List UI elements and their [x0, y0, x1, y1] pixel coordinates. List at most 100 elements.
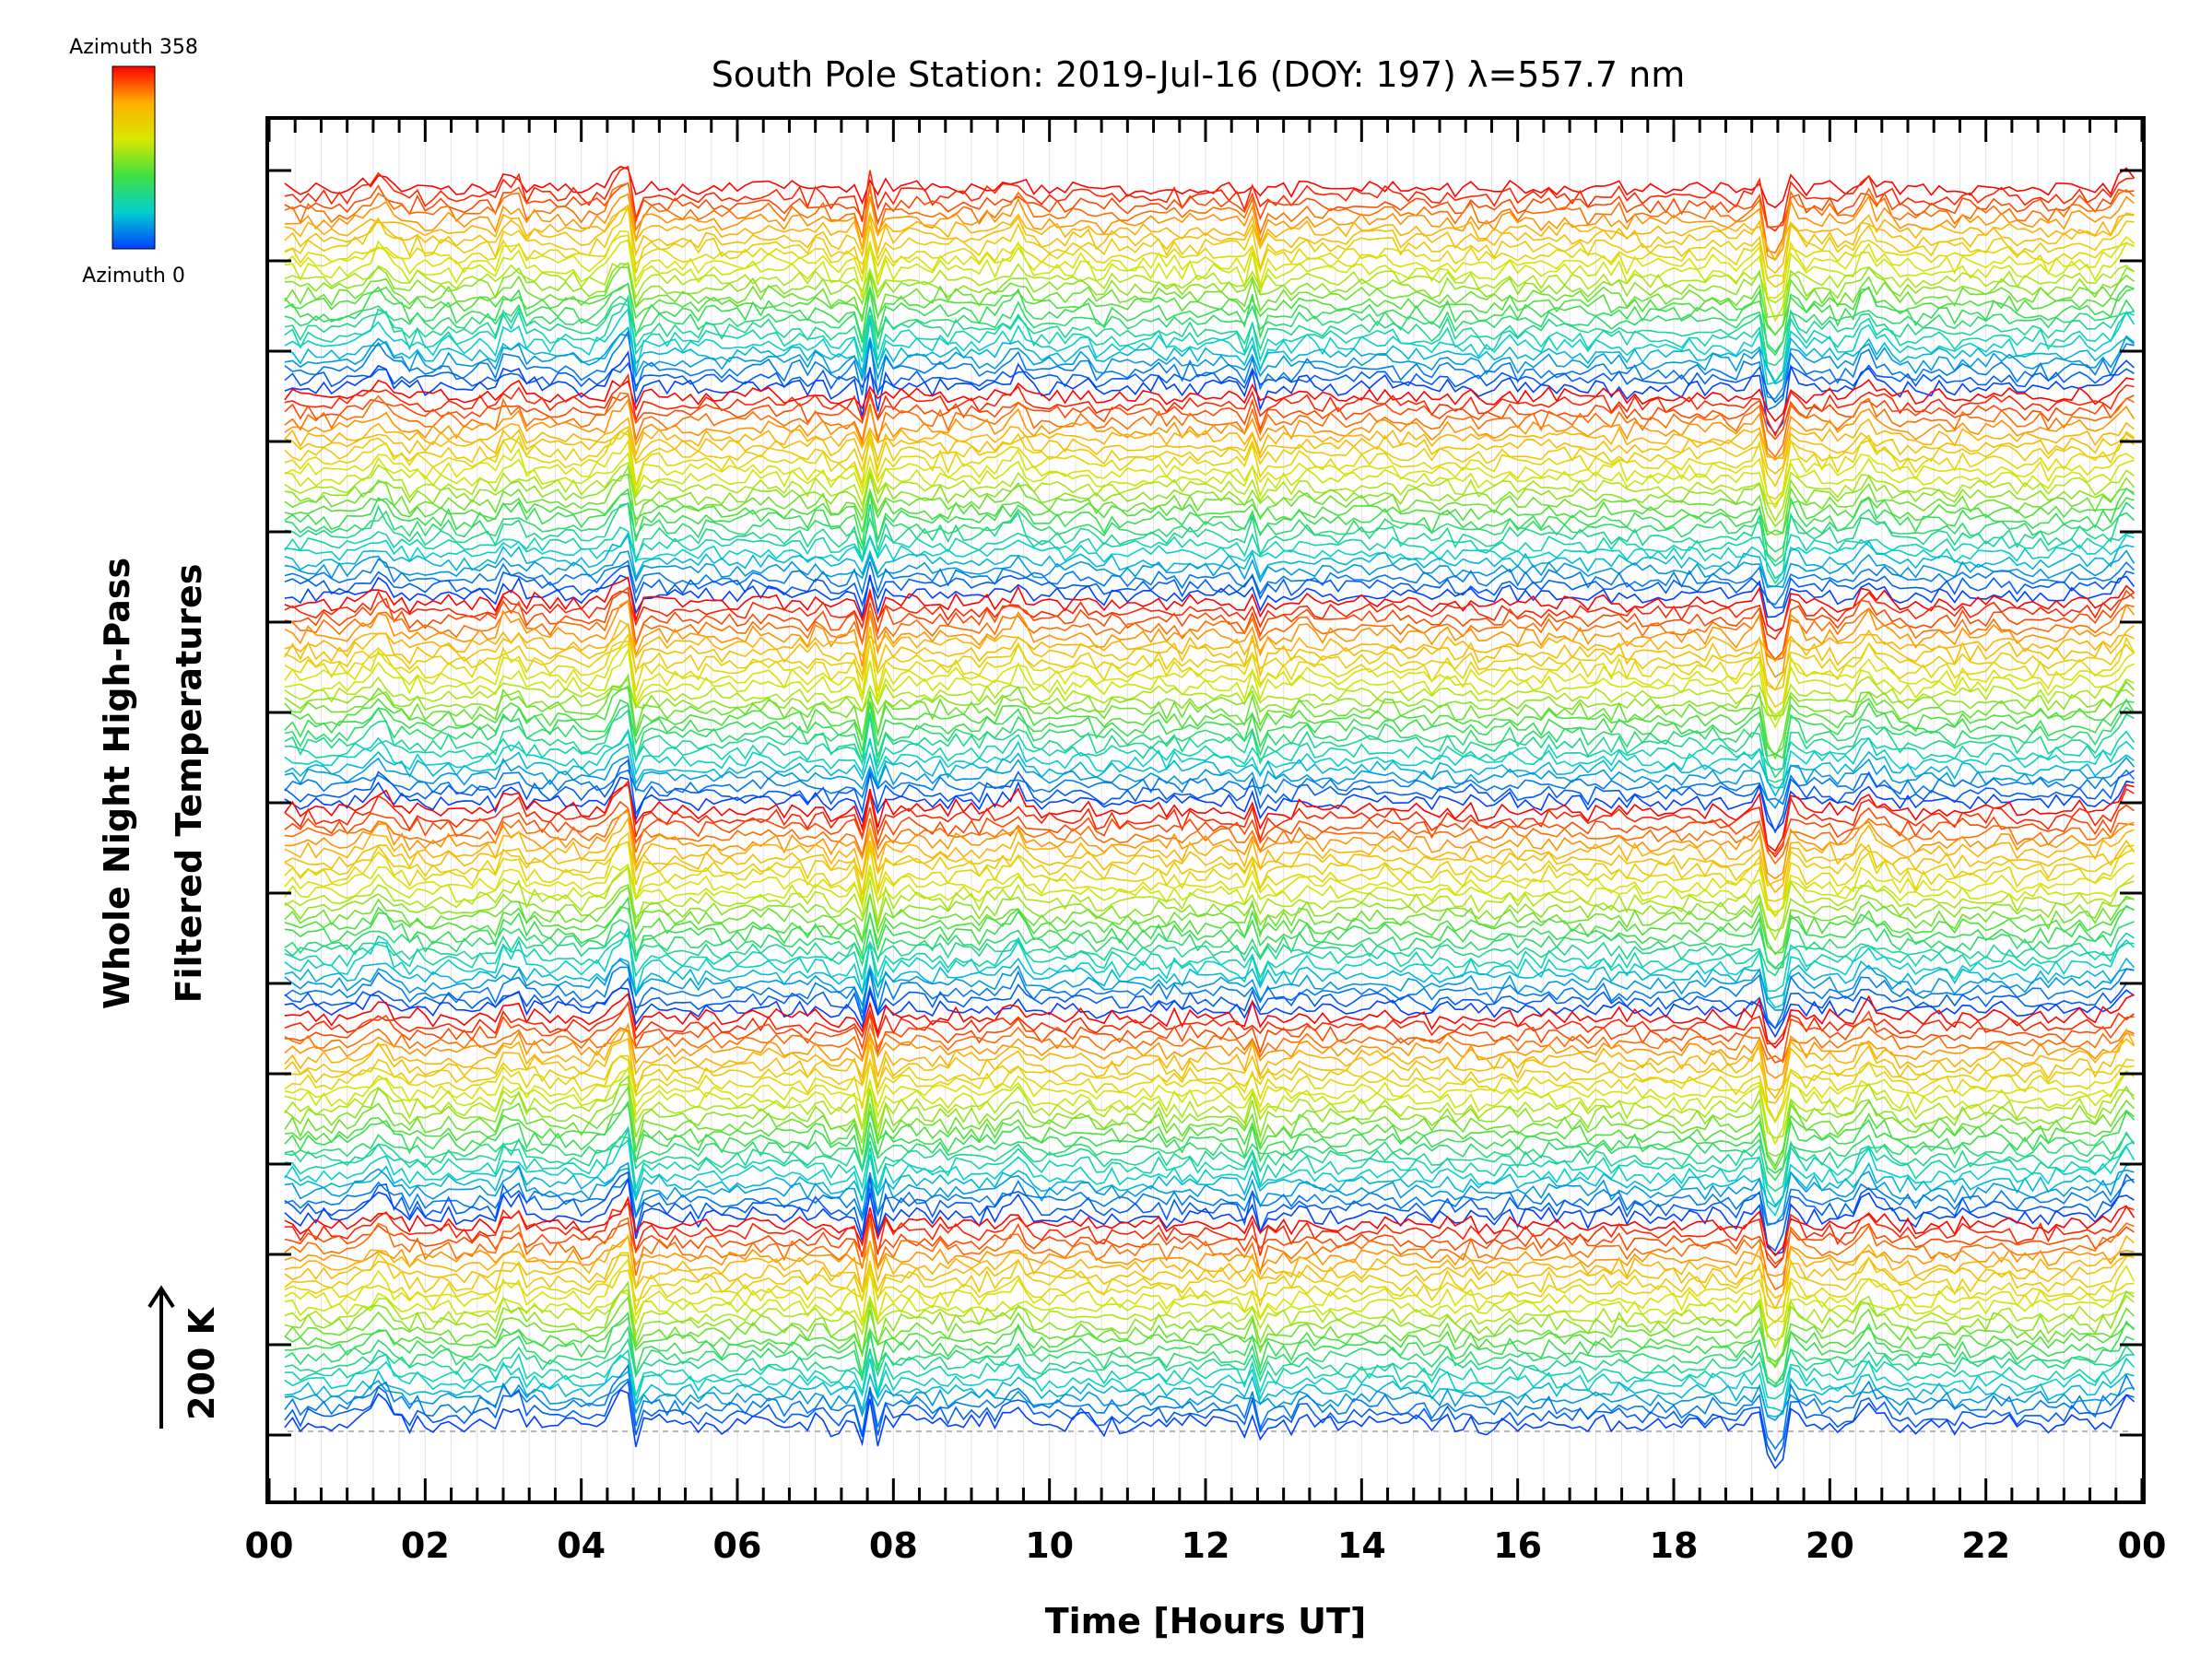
trace-line: [284, 393, 2135, 441]
trace-line: [284, 977, 2135, 1030]
trace-line: [284, 526, 2135, 567]
trace-line: [284, 622, 2135, 663]
trace-line: [284, 1235, 2135, 1277]
x-tick-label: 14: [1337, 1525, 1386, 1566]
trace-line: [284, 1324, 2135, 1387]
trace-line: [284, 263, 2135, 319]
trace-line: [284, 372, 2135, 438]
trace-line: [284, 886, 2135, 956]
trace-line: [284, 1370, 2135, 1418]
trace-line: [284, 1068, 2135, 1124]
trace-line: [284, 599, 2135, 662]
trace-line: [284, 755, 2136, 810]
y-axis-label-line1: Whole Night High-Pass: [97, 558, 137, 1009]
x-tick-labels: 00 02 04 06 08 10 12 14 16 18 20 22 00: [245, 1525, 2167, 1566]
trace-line: [284, 1348, 2135, 1400]
scale-arrow: [147, 1285, 175, 1429]
trace-line: [284, 329, 2135, 411]
trace-line: [284, 619, 2135, 691]
trace-line: [284, 759, 2135, 834]
trace-line: [284, 229, 2136, 300]
trace-line: [284, 429, 2135, 500]
trace-line: [284, 1257, 2136, 1349]
trace-line: [284, 932, 2135, 992]
y-axis-label-line2: Filtered Temperatures: [169, 564, 209, 1004]
trace-line: [284, 957, 2136, 1000]
trace-line: [284, 1022, 2135, 1079]
trace-line: [284, 1337, 2136, 1388]
trace-line: [284, 361, 2135, 404]
chart-title: South Pole Station: 2019-Jul-16 (DOY: 19…: [712, 54, 1686, 95]
trace-line: [284, 1354, 2136, 1413]
trace-line: [284, 703, 2135, 779]
trace-line: [284, 776, 2135, 832]
trace-line: [284, 862, 2135, 916]
trace-line: [284, 809, 2135, 880]
scale-bar-label: 200 K: [182, 1306, 222, 1420]
trace-line: [284, 1291, 2135, 1330]
trace-line: [284, 531, 2135, 580]
trace-line: [284, 295, 2136, 354]
trace-line: [284, 1388, 2136, 1470]
trace-line: [284, 461, 2135, 523]
trace-line: [284, 464, 2136, 528]
trace-line: [284, 392, 2135, 459]
trace-line: [284, 883, 2135, 932]
trace-line: [284, 590, 2135, 641]
trace-line: [284, 182, 2135, 229]
trace-line: [284, 1054, 2135, 1091]
trace-line: [284, 728, 2136, 771]
trace-line: [284, 831, 2135, 902]
x-tick-label: 08: [869, 1525, 918, 1566]
x-tick-label: 06: [713, 1525, 762, 1566]
trace-line: [284, 239, 2135, 323]
trace-lines: [284, 165, 2136, 1470]
trace-line: [284, 487, 2135, 563]
trace-line: [284, 841, 2135, 918]
x-tick-label: 16: [1493, 1525, 1542, 1566]
trace-line: [284, 302, 2135, 367]
trace-line: [284, 282, 2135, 357]
trace-line: [284, 204, 2135, 262]
trace-line: [284, 576, 2136, 632]
trace-line: [284, 165, 2135, 232]
trace-line: [284, 1065, 2135, 1146]
trace-line: [284, 586, 2136, 661]
trace-line: [284, 905, 2135, 954]
trace-line: [284, 501, 2136, 553]
trace-line: [284, 987, 2135, 1039]
trace-line: [284, 1378, 2135, 1422]
trace-line: [284, 673, 2136, 760]
trace-line: [284, 425, 2135, 475]
trace-line: [284, 730, 2136, 789]
trace-line: [284, 1176, 2135, 1255]
trace-line: [284, 687, 2135, 756]
trace-line: [284, 1082, 2135, 1139]
trace-line: [284, 816, 2135, 894]
colorbar-top-label: Azimuth 358: [69, 36, 198, 59]
trace-line: [284, 1288, 2136, 1341]
trace-line: [284, 452, 2135, 505]
trace-line: [284, 780, 2135, 858]
x-tick-label: 12: [1182, 1525, 1230, 1566]
trace-line: [284, 1177, 2135, 1227]
trace-line: [284, 377, 2135, 423]
x-tick-label: 22: [1961, 1525, 2010, 1566]
trace-line: [284, 1037, 2136, 1104]
trace-line: [284, 294, 2135, 383]
trace-line: [284, 1295, 2136, 1369]
trace-line: [284, 564, 2135, 609]
trace-line: [284, 1201, 2135, 1269]
axis-ticks: [267, 120, 2144, 1500]
trace-line: [284, 1379, 2135, 1463]
trace-line: [284, 533, 2135, 588]
x-tick-label: 10: [1025, 1525, 1074, 1566]
trace-line: [284, 896, 2135, 970]
trace-line: [284, 234, 2135, 280]
trace-line: [284, 1002, 2135, 1045]
trace-line: [284, 261, 2135, 304]
trace-line: [284, 1085, 2136, 1171]
trace-line: [284, 558, 2136, 606]
trace-line: [284, 992, 2135, 1049]
trace-line: [284, 647, 2135, 729]
